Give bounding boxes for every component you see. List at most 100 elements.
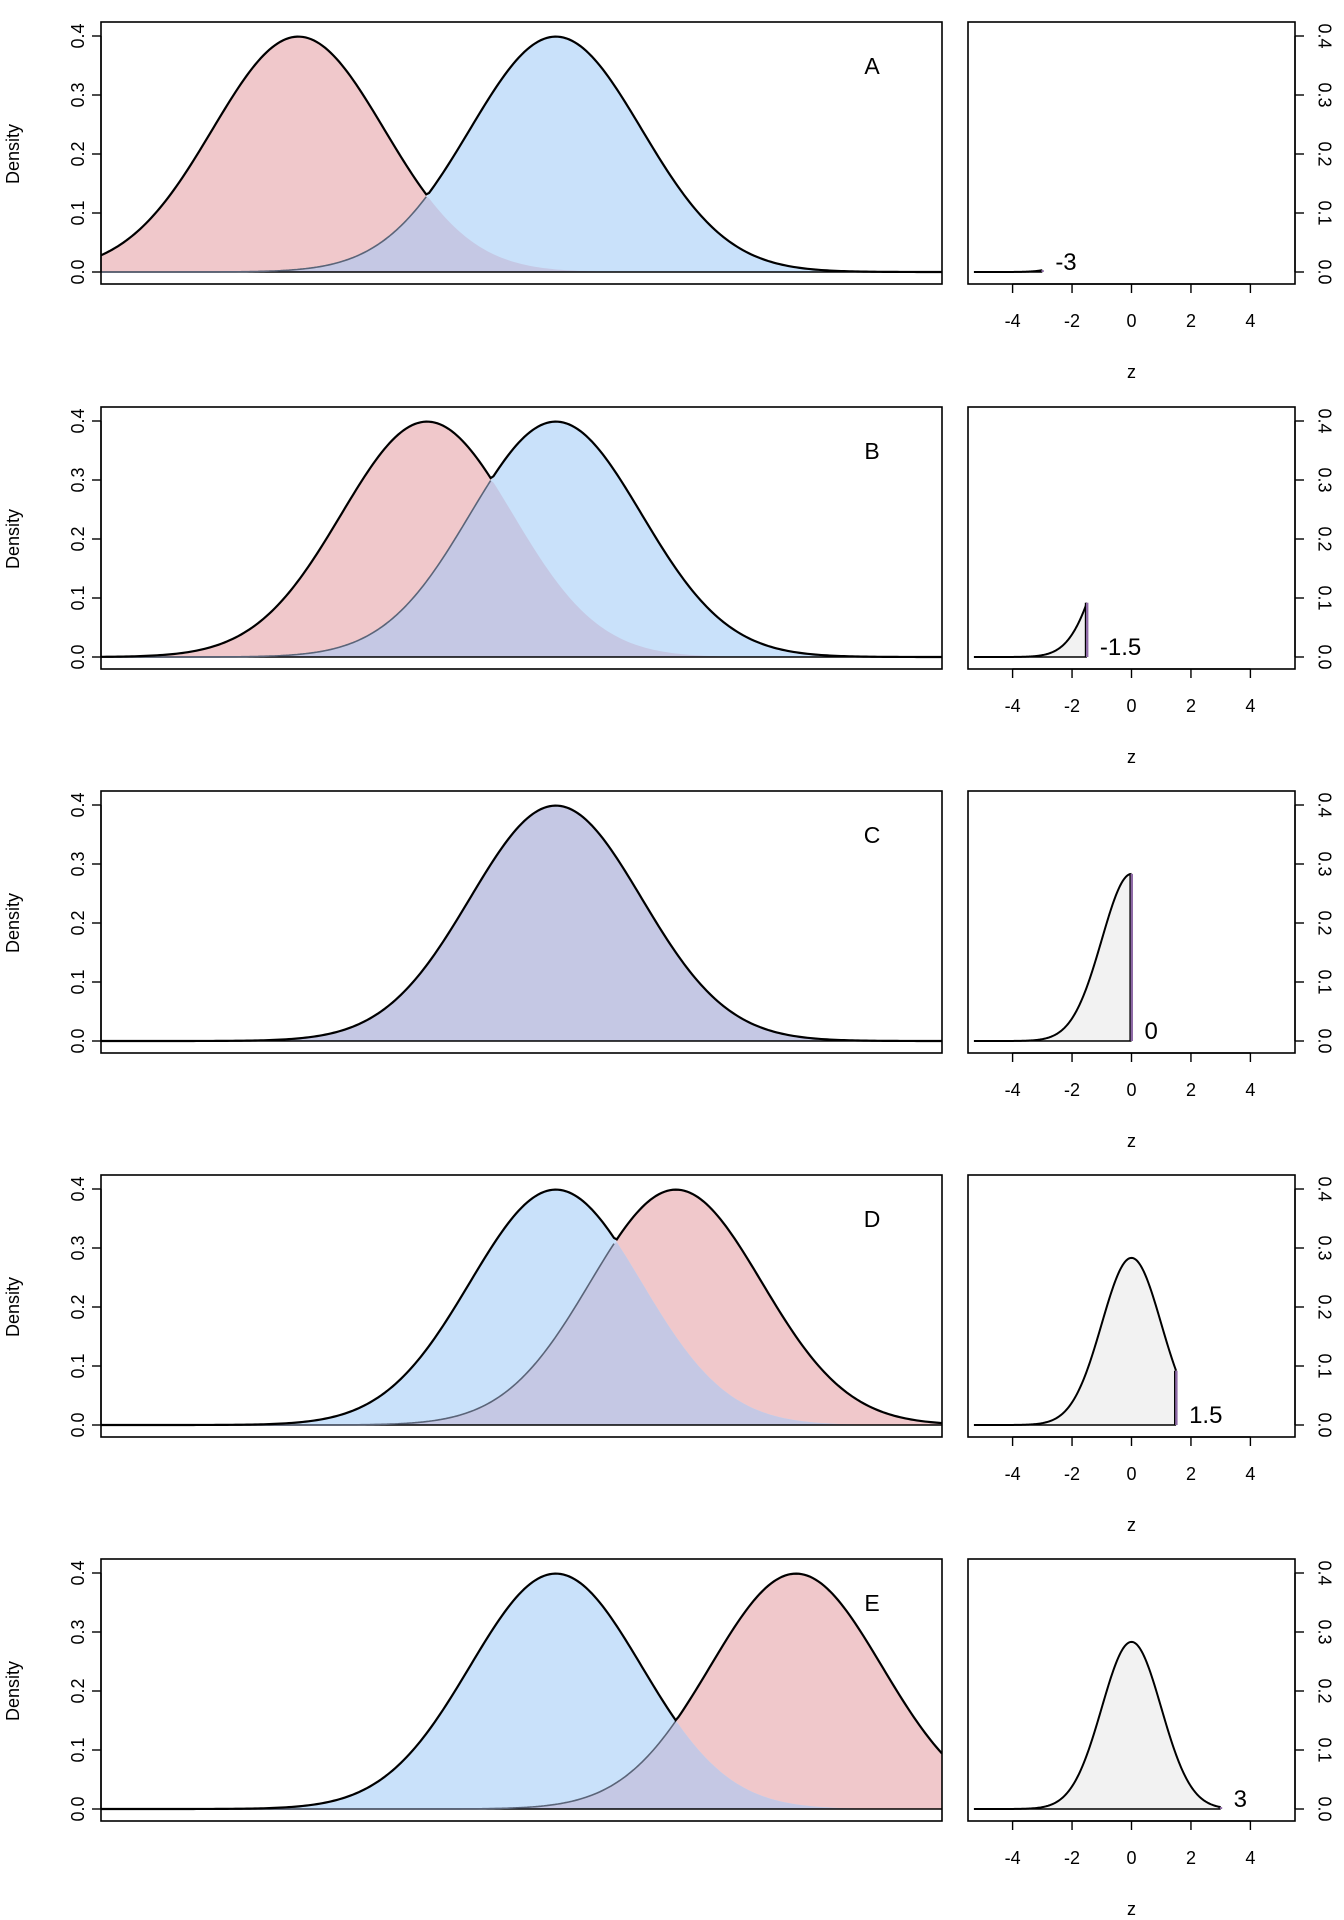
- z-y-tick-label: 0.2: [1314, 1678, 1334, 1703]
- z-x-axis-label: z: [1127, 1899, 1136, 1919]
- y-tick-label: 0.4: [68, 1560, 88, 1585]
- z-x-tick-label: 2: [1186, 696, 1196, 716]
- z-y-tick-label: 0.3: [1314, 1235, 1334, 1260]
- z-y-tick-label: 0.1: [1314, 969, 1334, 994]
- density-fill-blue: [101, 1573, 942, 1809]
- panel-label: D: [864, 1206, 881, 1232]
- y-tick-label: 0.2: [68, 1678, 88, 1703]
- plot-area: [101, 1188, 942, 1427]
- z-y-tick-label: 0.2: [1314, 141, 1334, 166]
- density-line-blue-hidden: [101, 196, 427, 273]
- z-x-axis-label: z: [1127, 747, 1136, 767]
- z-panel-0: -3 -4 -2 0 2 4 z 0.0 0.1 0.2 0.3 0.4: [967, 21, 1334, 382]
- density-overlap: [101, 805, 942, 1041]
- z-x-tick-label: -4: [1005, 1848, 1021, 1868]
- z-x-tick-label: -2: [1064, 1464, 1080, 1484]
- plot-area: [101, 420, 942, 659]
- z-cutoff-label: 0: [1145, 1018, 1158, 1045]
- main-panel-A: 0.0 0.1 0.2 0.3 0.4 Density A: [3, 21, 943, 285]
- y-tick-label: 0.2: [68, 526, 88, 551]
- z-x-tick-label: 2: [1186, 1848, 1196, 1868]
- z-x-axis-label: z: [1127, 1515, 1136, 1535]
- z-x-tick-label: -2: [1064, 1848, 1080, 1868]
- z-x-tick-label: 4: [1245, 311, 1255, 331]
- y-tick-label: 0.1: [68, 969, 88, 994]
- y-tick-label: 0.0: [68, 644, 88, 669]
- y-tick-label: 0.4: [68, 792, 88, 817]
- z-x-tick-label: -2: [1064, 1080, 1080, 1100]
- z-y-tick-label: 0.4: [1314, 1560, 1334, 1585]
- density-line-top: [101, 1188, 942, 1427]
- z-panel-frame: [967, 21, 1296, 285]
- z-y-tick-label: 0.2: [1314, 526, 1334, 551]
- z-x-tick-label: 4: [1245, 696, 1255, 716]
- z-shaded-area: [973, 873, 1132, 1041]
- z-density-line: [973, 602, 1088, 658]
- z-y-tick-label: 0.3: [1314, 851, 1334, 876]
- z-x-tick-label: 4: [1245, 1464, 1255, 1484]
- y-tick-label: 0.2: [68, 1294, 88, 1319]
- y-tick-label: 0.3: [68, 467, 88, 492]
- z-x-tick-label: 0: [1126, 696, 1136, 716]
- z-x-tick-label: -4: [1005, 696, 1021, 716]
- z-cutoff-label: 3: [1234, 1786, 1247, 1813]
- z-x-tick-label: 4: [1245, 1848, 1255, 1868]
- z-panel-4: 3 -4 -2 0 2 4 z 0.0 0.1 0.2 0.3 0.4: [967, 1558, 1334, 1919]
- z-x-axis-label: z: [1127, 1131, 1136, 1151]
- z-panel-1: -1.5 -4 -2 0 2 4 z 0.0 0.1 0.2 0.3 0.4: [967, 406, 1334, 767]
- z-y-tick-label: 0.4: [1314, 408, 1334, 433]
- z-y-tick-label: 0.3: [1314, 467, 1334, 492]
- y-tick-label: 0.1: [68, 200, 88, 225]
- density-overlap: [101, 480, 942, 657]
- y-tick-label: 0.4: [68, 23, 88, 48]
- z-x-tick-label: -2: [1064, 311, 1080, 331]
- z-x-tick-label: 0: [1126, 311, 1136, 331]
- panel-label: E: [864, 1590, 879, 1616]
- y-axis-label: Density: [3, 124, 23, 184]
- y-tick-label: 0.0: [68, 259, 88, 284]
- z-x-tick-label: 2: [1186, 1464, 1196, 1484]
- density-line-top: [101, 1572, 942, 1811]
- panel-label: A: [864, 53, 880, 79]
- main-panel-B: 0.0 0.1 0.2 0.3 0.4 Density B: [3, 406, 943, 670]
- z-y-tick-label: 0.4: [1314, 23, 1334, 48]
- z-y-tick-label: 0.2: [1314, 910, 1334, 935]
- z-x-tick-label: 0: [1126, 1848, 1136, 1868]
- y-tick-label: 0.2: [68, 141, 88, 166]
- z-y-tick-label: 0.2: [1314, 1294, 1334, 1319]
- z-x-tick-label: 0: [1126, 1464, 1136, 1484]
- z-density-line: [973, 872, 1132, 1042]
- y-tick-label: 0.3: [68, 851, 88, 876]
- main-panel-D: 0.0 0.1 0.2 0.3 0.4 Density D: [3, 1174, 943, 1438]
- y-axis-label: Density: [3, 1277, 23, 1337]
- z-y-tick-label: 0.0: [1314, 644, 1334, 669]
- z-y-tick-label: 0.4: [1314, 792, 1334, 817]
- y-tick-label: 0.1: [68, 585, 88, 610]
- z-y-tick-label: 0.1: [1314, 1737, 1334, 1762]
- panel-label: B: [864, 438, 879, 464]
- z-y-tick-label: 0.0: [1314, 1412, 1334, 1437]
- y-tick-label: 0.3: [68, 1235, 88, 1260]
- density-fill-blue: [101, 36, 942, 272]
- y-tick-label: 0.0: [68, 1412, 88, 1437]
- z-panel-frame: [967, 406, 1296, 670]
- main-panel-E: 0.0 0.1 0.2 0.3 0.4 Density E: [3, 1558, 943, 1822]
- z-panel-2: 0 -4 -2 0 2 4 z 0.0 0.1 0.2 0.3 0.4: [967, 790, 1334, 1151]
- z-cutoff-label: 1.5: [1189, 1402, 1222, 1429]
- density-fill-red: [101, 36, 942, 272]
- y-axis-label: Density: [3, 509, 23, 569]
- z-density-line: [973, 1256, 1178, 1426]
- density-fill-blue: [101, 1189, 942, 1425]
- y-tick-label: 0.1: [68, 1353, 88, 1378]
- z-cutoff-label: -3: [1055, 249, 1076, 276]
- z-cutoff-label: -1.5: [1100, 634, 1141, 661]
- z-density-line: [973, 269, 1043, 273]
- z-y-tick-label: 0.0: [1314, 1796, 1334, 1821]
- z-y-tick-label: 0.1: [1314, 585, 1334, 610]
- y-tick-label: 0.2: [68, 910, 88, 935]
- density-fill-red: [101, 1189, 942, 1425]
- y-tick-label: 0.4: [68, 1176, 88, 1201]
- density-overlap: [101, 1721, 942, 1809]
- density-line-top: [101, 35, 942, 274]
